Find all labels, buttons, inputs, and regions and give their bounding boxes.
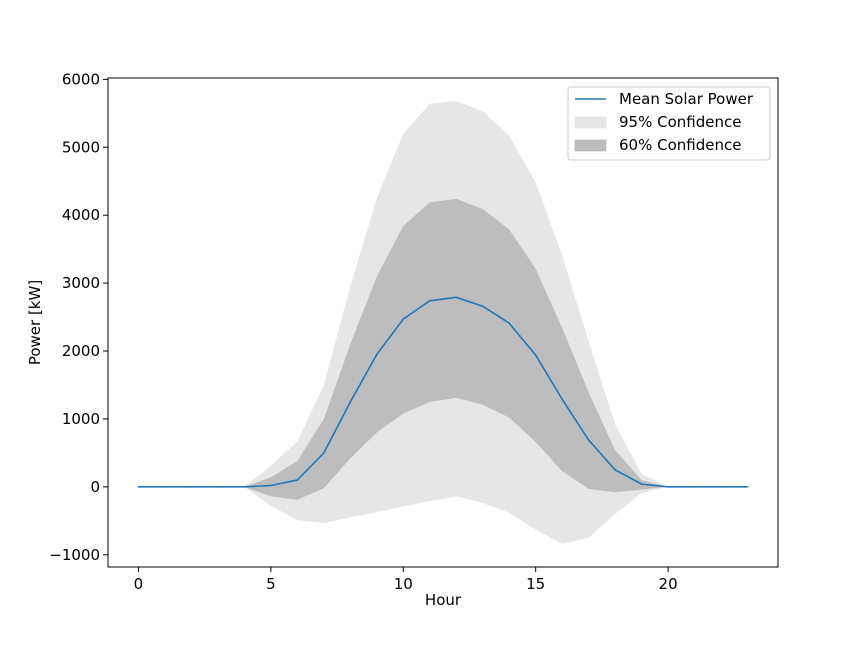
x-tick-label: 20: [659, 575, 678, 593]
legend: Mean Solar Power 95% Confidence 60% Confid…: [567, 86, 771, 161]
y-axis-ticks: −1000 0 1000 2000 3000 4000 5000 6000: [49, 70, 108, 564]
data-point: [349, 401, 352, 403]
y-tick-label: 5000: [62, 138, 100, 156]
data-point: [190, 486, 193, 488]
legend-patch-swatch: [574, 139, 607, 152]
data-point: [481, 305, 484, 308]
y-tick-label: 0: [90, 478, 100, 496]
legend-patch-swatch: [574, 116, 607, 129]
x-axis-ticks: 0 5 10 15 20: [134, 567, 678, 593]
y-tick-label: 2000: [62, 342, 100, 360]
data-point: [561, 398, 563, 401]
x-tick-label: 10: [394, 575, 413, 593]
y-tick-label: 1000: [62, 410, 100, 428]
legend-entry-label: 60% Confidence: [619, 136, 741, 154]
legend-box: [567, 86, 771, 161]
data-point: [243, 486, 246, 488]
plot-area-frame: [107, 77, 779, 568]
data-point: [534, 354, 537, 356]
data-point: [270, 484, 272, 487]
confidence-bands: [138, 101, 748, 544]
data-point: [323, 452, 325, 454]
data-point: [746, 486, 749, 488]
series-lines: [137, 296, 749, 488]
data-point: [428, 299, 431, 302]
data-point: [720, 486, 722, 488]
data-point: [296, 479, 299, 481]
band-60-confidence: [138, 198, 748, 500]
legend-entry-label: Mean Solar Power: [619, 90, 754, 108]
data-point: [587, 439, 590, 441]
data-point: [614, 469, 616, 471]
data-point: [375, 353, 378, 356]
x-tick-label: 15: [526, 575, 545, 593]
series-line-mean-solar-power: [138, 296, 748, 488]
data-point: [640, 483, 643, 485]
data-point: [402, 318, 405, 320]
y-tick-label: 3000: [62, 274, 100, 292]
x-axis-label: Hour: [425, 591, 462, 609]
data-point: [164, 486, 166, 488]
data-point: [508, 322, 511, 324]
data-point: [217, 486, 219, 488]
legend-entry-label: 95% Confidence: [619, 113, 741, 131]
data-point: [455, 296, 458, 299]
data-point: [137, 486, 140, 488]
y-tick-label: 4000: [62, 206, 100, 224]
y-tick-label: −1000: [49, 546, 100, 564]
y-axis-label: Power [kW]: [26, 280, 44, 365]
x-tick-label: 0: [134, 575, 144, 593]
y-tick-label: 6000: [62, 70, 100, 88]
x-tick-label: 5: [266, 575, 276, 593]
data-point: [693, 486, 696, 488]
data-point: [667, 486, 669, 488]
